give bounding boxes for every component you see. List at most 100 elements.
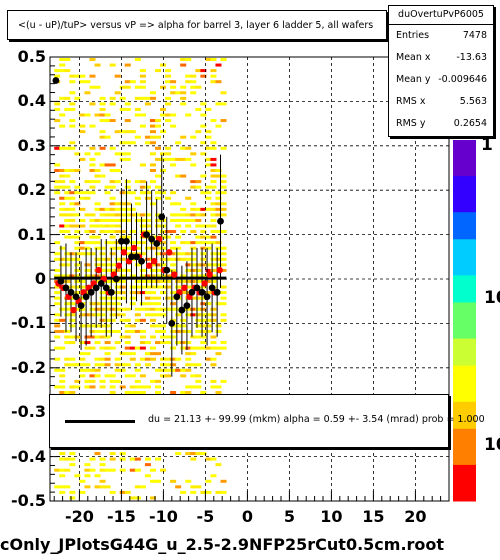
occupancy-cell <box>220 379 227 383</box>
occupancy-cell <box>99 324 106 328</box>
occupancy-cell <box>190 213 197 217</box>
occupancy-cell <box>109 391 116 394</box>
occupancy-cell <box>205 268 212 272</box>
occupancy-cell <box>180 341 187 345</box>
occupancy-cell <box>124 157 131 161</box>
black-point <box>183 302 191 310</box>
stats-label: Entries <box>396 30 430 41</box>
occupancy-cell <box>104 263 111 267</box>
occupancy-cell <box>64 174 71 178</box>
occupancy-cell <box>54 107 61 111</box>
occupancy-cell <box>59 146 66 150</box>
occupancy-cell <box>149 152 156 156</box>
occupancy-cell <box>134 180 141 184</box>
occupancy-cell <box>210 318 217 322</box>
occupancy-cell <box>84 191 91 195</box>
occupancy-cell <box>175 324 182 328</box>
occupancy-cell <box>205 479 212 483</box>
occupancy-cell <box>195 335 202 339</box>
occupancy-cell <box>165 157 172 161</box>
occupancy-cell <box>139 74 146 78</box>
occupancy-cell <box>165 235 172 239</box>
occupancy-cell <box>134 280 141 283</box>
occupancy-cell <box>54 296 61 300</box>
black-point <box>208 284 216 292</box>
occupancy-cell <box>99 346 106 350</box>
occupancy-cell <box>109 302 116 306</box>
occupancy-cell <box>144 357 151 361</box>
stats-value: -13.63 <box>456 52 487 63</box>
occupancy-cell <box>129 207 136 211</box>
occupancy-cell <box>89 213 96 217</box>
occupancy-cell <box>175 307 182 311</box>
occupancy-cell <box>139 213 146 217</box>
black-point <box>52 77 60 84</box>
occupancy-cell <box>89 163 96 167</box>
occupancy-cell <box>109 63 116 67</box>
occupancy-cell <box>200 335 207 339</box>
occupancy-cell <box>64 191 71 195</box>
occupancy-cell <box>89 307 96 311</box>
occupancy-cell <box>155 274 161 278</box>
occupancy-cell <box>119 285 126 289</box>
occupancy-cell <box>200 318 207 322</box>
occupancy-cell <box>215 302 222 306</box>
occupancy-cell <box>170 218 177 222</box>
occupancy-cell <box>215 352 222 356</box>
occupancy-cell <box>129 352 136 356</box>
stats-row-rms-y: RMS y 0.2654 <box>389 113 493 135</box>
occupancy-cell <box>69 196 76 200</box>
occupancy-cell <box>170 263 177 267</box>
occupancy-cell <box>79 218 86 222</box>
occupancy-cell <box>144 341 151 345</box>
occupancy-cell <box>59 202 66 206</box>
occupancy-cell <box>185 363 192 367</box>
occupancy-cell <box>170 357 177 361</box>
occupancy-cell <box>89 335 96 339</box>
occupancy-cell <box>215 252 222 256</box>
occupancy-cell <box>185 196 192 200</box>
occupancy-cell <box>185 268 192 272</box>
occupancy-cell <box>185 385 192 389</box>
occupancy-cell <box>94 180 101 184</box>
occupancy-cell <box>185 341 192 345</box>
histogram-title: <(u - uP)/tuP> versus vP => alpha for ba… <box>7 10 387 40</box>
occupancy-cell <box>134 285 141 289</box>
occupancy-cell <box>170 363 177 367</box>
occupancy-cell <box>180 230 187 234</box>
occupancy-cell <box>144 463 151 467</box>
occupancy-cell <box>195 130 202 134</box>
occupancy-cell <box>200 391 207 394</box>
occupancy-cell <box>205 329 212 333</box>
occupancy-cell <box>124 346 131 350</box>
occupancy-cell <box>54 169 61 172</box>
occupancy-cell <box>139 191 146 195</box>
occupancy-cell <box>64 230 71 234</box>
occupancy-cell <box>134 113 141 117</box>
x-tick-label: -10 <box>148 507 178 526</box>
occupancy-cell <box>139 285 146 289</box>
occupancy-cell <box>94 235 101 239</box>
occupancy-cell <box>210 141 217 145</box>
occupancy-cell <box>69 146 76 150</box>
occupancy-cell <box>74 385 81 389</box>
occupancy-cell <box>99 329 106 333</box>
occupancy-cell <box>139 268 146 272</box>
occupancy-cell <box>79 357 86 361</box>
occupancy-cell <box>165 274 172 278</box>
occupancy-cell <box>180 218 187 222</box>
occupancy-cell <box>190 252 197 256</box>
occupancy-cell <box>99 252 106 256</box>
occupancy-cell <box>215 241 222 245</box>
occupancy-cell <box>139 218 146 222</box>
occupancy-cell <box>99 363 106 367</box>
y-tick-label: 0.1 <box>17 224 46 244</box>
black-point <box>203 293 211 301</box>
occupancy-cell <box>155 313 161 317</box>
occupancy-cell <box>64 218 71 222</box>
occupancy-cell <box>155 124 161 128</box>
occupancy-cell <box>210 346 217 350</box>
occupancy-cell <box>205 291 212 295</box>
palette-cell <box>453 365 476 376</box>
palette-cell <box>453 293 476 303</box>
